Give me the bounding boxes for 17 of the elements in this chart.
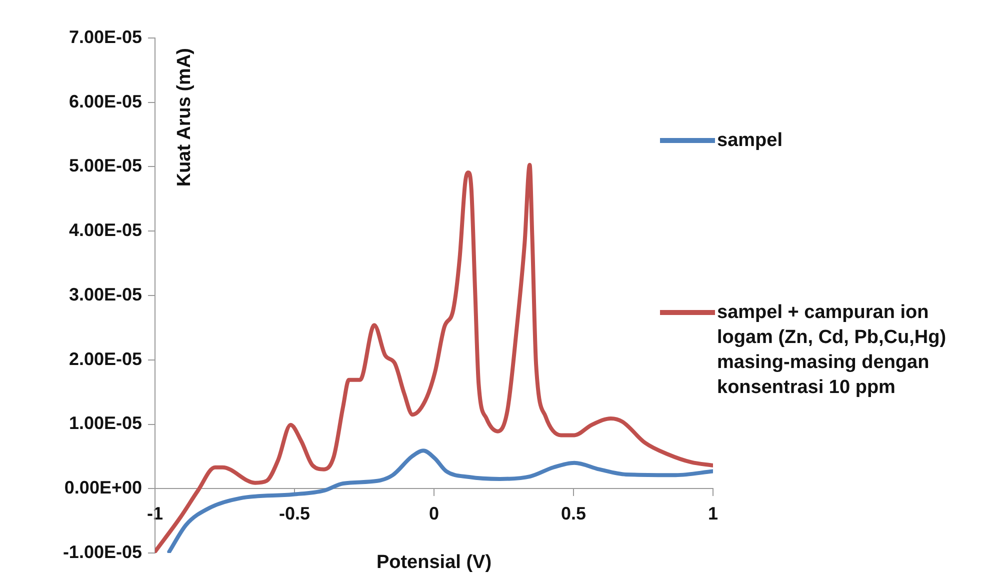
y-tick-label: 7.00E-05 <box>68 26 142 47</box>
legend-label: sampel + campuran ion logam (Zn, Cd, Pb,Cu,Hg) masing-masing dengan konsentrasi 10 ppm <box>717 301 948 400</box>
x-tick-label: 0.5 <box>560 503 586 524</box>
legend-label: sampel <box>717 129 784 153</box>
x-axis-title: Potensial (V) <box>375 552 493 574</box>
y-tick-label: 2.00E-05 <box>68 348 142 369</box>
y-tick-label: -1.00E-05 <box>62 542 142 562</box>
y-tick-label: 6.00E-05 <box>68 91 142 112</box>
y-tick-label: 1.00E-05 <box>68 413 142 434</box>
y-tick-label: 3.00E-05 <box>68 284 142 304</box>
x-tick-label: 0 <box>428 503 440 524</box>
x-tick-label: -0.5 <box>278 503 310 524</box>
x-tick-label: 1 <box>708 503 718 524</box>
y-tick-label: 5.00E-05 <box>68 156 142 176</box>
y-tick-label: 0.00E+00 <box>64 478 142 498</box>
y-tick-label: 4.00E-05 <box>68 220 142 240</box>
y-axis-title: Kuat Arus (mA) <box>174 48 196 187</box>
